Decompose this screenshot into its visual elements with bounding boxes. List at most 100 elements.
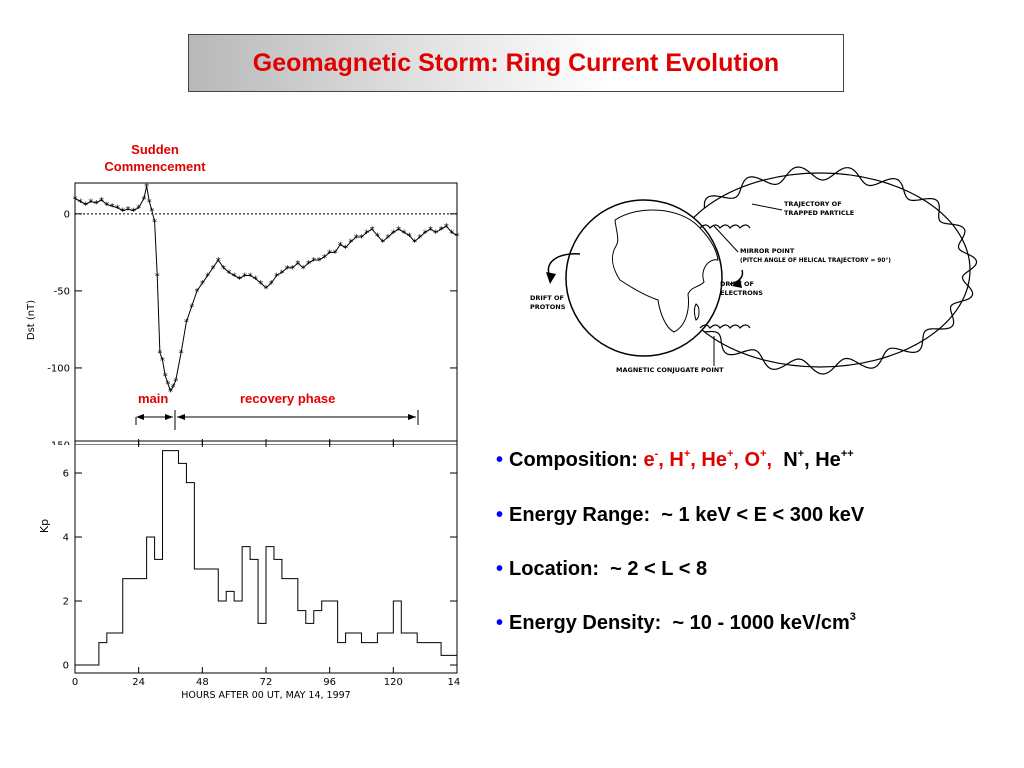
dst-point: * (417, 233, 422, 244)
energy-density-exponent: 3 (849, 611, 856, 623)
dst-point: * (237, 275, 242, 286)
dst-point: * (306, 259, 311, 270)
dst-ytick-label: -100 (47, 363, 70, 374)
dst-ylabel: Dst (nT) (26, 300, 37, 340)
energy-range-label: Energy Range: (509, 504, 651, 526)
dst-point: * (391, 228, 396, 239)
dst-point: * (189, 302, 194, 313)
kp-xtick-label: 144 (447, 677, 460, 688)
ion-electron: e-, H+, He+, O+, (643, 448, 773, 472)
coil-lower (699, 324, 751, 329)
earth-globe (565, 199, 723, 357)
dst-point: * (99, 196, 104, 207)
dst-point: * (163, 372, 168, 383)
protons-label-2: PROTONS (530, 303, 566, 311)
kp-xtick-label: 120 (384, 677, 403, 688)
wavy-particle-trajectory (703, 166, 978, 375)
madagascar-island (694, 303, 700, 321)
dst-ytick-label: -50 (54, 286, 70, 297)
electrons-label-1: DRIFT OF (720, 280, 754, 288)
kp-ytick-label: 2 (63, 597, 69, 608)
dst-point: * (171, 382, 176, 393)
trajectory-pointer (751, 203, 783, 211)
dst-point: * (173, 376, 178, 387)
dst-point: * (147, 197, 152, 208)
kp-xtick-label: 72 (260, 677, 273, 688)
continents (612, 209, 719, 333)
kp-series-line (75, 450, 457, 666)
energy-density-item: • Energy Density: ~ 10 - 1000 keV/cm3 (496, 612, 856, 635)
dst-point: * (88, 197, 93, 208)
dst-point: * (433, 228, 438, 239)
dst-point: * (343, 244, 348, 255)
dst-series-line (74, 185, 458, 393)
location-item: • Location: ~ 2 < L < 8 (496, 558, 707, 581)
dst-point: * (455, 231, 460, 242)
dst-point: * (205, 271, 210, 282)
trajectory-label-2: TRAPPED PARTICLE (784, 209, 854, 217)
dst-point: * (248, 271, 253, 282)
ion-minor: N+, He++ (783, 448, 854, 472)
sudden-commencement-line-2: Commencement (104, 159, 206, 174)
dst-point: * (83, 201, 88, 212)
kp-xlabel: HOURS AFTER 00 UT, MAY 14, 1997 (181, 690, 350, 701)
dst-point: * (126, 205, 131, 216)
dst-point: * (354, 233, 359, 244)
dst-chart: Dst (nT) 0-50-100-150 ******************… (26, 182, 460, 445)
dst-point: * (428, 225, 433, 236)
dst-point: * (290, 264, 295, 275)
kp-chart: Kp 0246024487296120144 HOURS AFTER 00 UT… (38, 440, 460, 701)
dst-point: * (348, 238, 353, 249)
composition-label: Composition: (509, 449, 638, 471)
dst-point: * (359, 233, 364, 244)
magnetosphere-diagram: TRAJECTORY OF TRAPPED PARTICLE MIRROR PO… (530, 166, 978, 375)
coil-upper (699, 224, 751, 229)
kp-xtick-label: 48 (196, 677, 209, 688)
dst-point: * (160, 356, 165, 367)
dst-point: * (144, 182, 149, 193)
dst-point: * (412, 238, 417, 249)
bullet-dot: • (496, 612, 504, 634)
kp-xtick-label: 24 (132, 677, 145, 688)
dst-point: * (195, 287, 200, 298)
conjugate-label: MAGNETIC CONJUGATE POINT (616, 366, 724, 374)
dst-point: * (221, 264, 226, 275)
dst-point: * (94, 199, 99, 210)
recovery-phase-arrow (177, 410, 419, 425)
dst-point: * (78, 197, 83, 208)
dst-point: * (104, 201, 109, 212)
dst-point: * (253, 275, 258, 286)
dst-point: * (184, 318, 189, 329)
mirror-label-2: (PITCH ANGLE OF HELICAL TRAJECTORY = 90°… (740, 258, 891, 264)
dst-point: * (179, 349, 184, 360)
trajectory-label-1: TRAJECTORY OF (784, 200, 842, 208)
title-box: Geomagnetic Storm: Ring Current Evolutio… (188, 34, 844, 92)
dst-point: * (407, 231, 412, 242)
kp-xtick-label: 96 (323, 677, 336, 688)
kp-ylabel: Kp (38, 519, 51, 533)
dst-point: * (168, 387, 173, 398)
dst-point: * (110, 202, 115, 213)
dst-point: * (210, 264, 215, 275)
dst-point: * (200, 279, 205, 290)
kp-ytick-label: 4 (63, 533, 69, 544)
dst-point: * (149, 207, 154, 218)
dst-point: * (375, 231, 380, 242)
location-value: ~ 2 < L < 8 (610, 558, 708, 580)
dst-point: * (338, 241, 343, 252)
dst-point: * (380, 238, 385, 249)
dst-point: * (115, 204, 120, 215)
dst-point: * (242, 271, 247, 282)
dst-point: * (317, 256, 322, 267)
dst-point: * (120, 207, 125, 218)
bullet-dot: • (496, 504, 504, 526)
dst-point: * (131, 207, 136, 218)
dst-point: * (332, 248, 337, 259)
energy-range-item: • Energy Range: ~ 1 keV < E < 300 keV (496, 504, 864, 527)
proton-arrowhead (546, 272, 556, 284)
dst-point: * (136, 204, 141, 215)
dst-point: * (311, 256, 316, 267)
dst-point: * (386, 233, 391, 244)
main-phase-label: main (138, 391, 169, 406)
protons-label-1: DRIFT OF (530, 294, 564, 302)
